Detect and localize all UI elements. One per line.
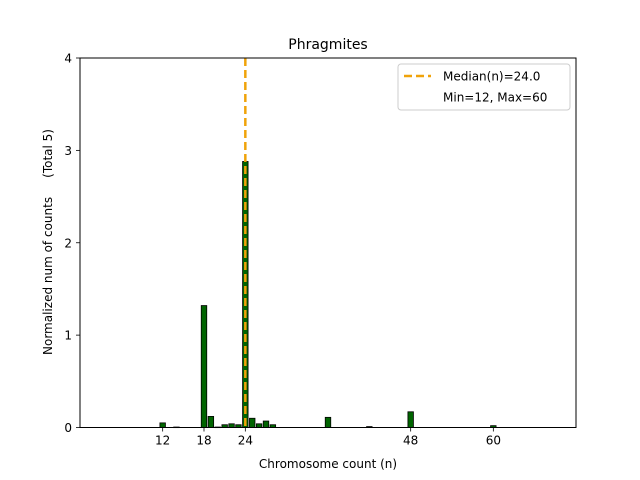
y-tick-label-3: 3 (64, 144, 72, 158)
x-tick-label-24: 24 (238, 434, 253, 448)
bar-n-22 (228, 423, 235, 428)
legend: Median(n)=24.0 Min=12, Max=60 (397, 63, 571, 111)
bar-n-18 (200, 305, 208, 428)
bar-n-12 (159, 422, 166, 428)
y-tick-label-2: 2 (64, 236, 72, 250)
x-tick-label-48: 48 (403, 434, 418, 448)
bar-n-36 (324, 416, 332, 428)
chart-title: Phragmites (288, 37, 367, 53)
x-tick-label-12: 12 (155, 434, 170, 448)
legend-entry-median: Median(n)=24.0 (443, 70, 540, 84)
bar-n-26 (255, 423, 263, 428)
bar-n-19 (207, 416, 215, 428)
y-axis-label: Normalized num of counts (Total 5) (41, 129, 55, 355)
x-tick-label-18: 18 (196, 434, 211, 448)
bar-n-25 (249, 417, 256, 428)
legend-entry-min-max: Min=12, Max=60 (443, 91, 547, 105)
y-tick-label-0: 0 (64, 421, 72, 435)
y-axis-ticks: 0 1 2 3 4 (64, 52, 80, 435)
bar-n-48 (407, 411, 414, 428)
legend-box (397, 63, 571, 111)
y-tick-label-4: 4 (64, 52, 72, 66)
x-axis-ticks: 12 18 24 48 60 (155, 427, 501, 448)
bar-n-27 (262, 420, 270, 428)
x-axis-label: Chromosome count (n) (259, 457, 397, 471)
y-tick-label-1: 1 (64, 329, 72, 343)
x-tick-label-60: 60 (486, 434, 501, 448)
